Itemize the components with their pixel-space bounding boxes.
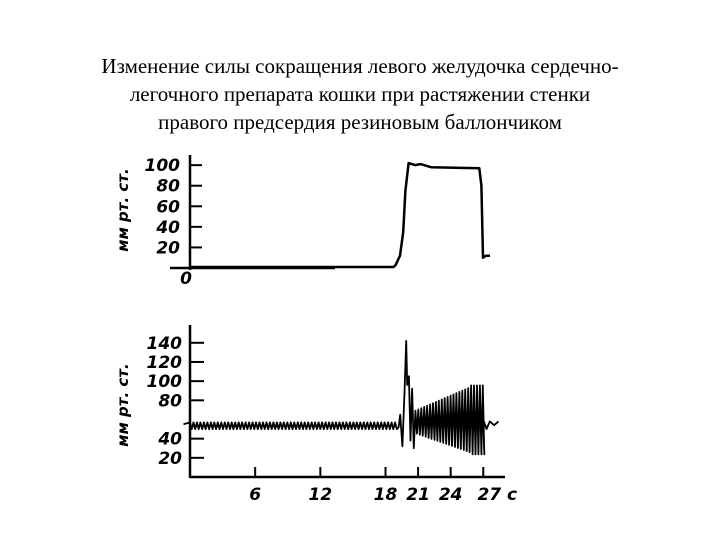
title-line-3: правого предсердия резиновым баллончиком [158,110,562,134]
top-y-tick-label: 20 [156,238,180,258]
bottom-y-tick-label: 40 [157,430,182,450]
bottom-y-tick-label: 20 [158,449,182,469]
bottom-x-tick-label: 18 [374,485,398,505]
bottom-x-tick-label: 21 [406,485,430,505]
top-y-tick-label: 100 [145,156,181,176]
top-y-tick-label: 60 [156,197,180,217]
top-y-tick-label: 40 [155,218,180,238]
bottom-y-tick-label: 80 [158,391,182,411]
bottom-x-tick-label: 12 [309,485,333,505]
top-y-axis-label: мм рт. ст. [114,168,132,251]
bottom-x-tick-label: 27 с [477,485,517,505]
top-y-tick-label: 0 [180,269,192,289]
bottom-x-tick-label: 6 [249,485,261,505]
bottom-y-axis-label: мм рт. ст. [114,363,132,446]
bottom-y-tick-label: 120 [147,353,183,373]
bottom-x-tick-label: 24 [439,485,463,505]
chart-title: Изменение силы сокращения левого желудоч… [0,52,720,136]
title-line-1: Изменение силы сокращения левого желудоч… [101,54,619,78]
top-y-tick-label: 80 [156,177,180,197]
bottom-y-tick-label: 100 [147,372,183,392]
bottom-pressure-trace [183,340,500,456]
top-pressure-line [190,161,490,269]
bottom-y-tick-label: 140 [147,334,183,354]
title-line-2: легочного препарата кошки при растяжении… [129,82,591,106]
